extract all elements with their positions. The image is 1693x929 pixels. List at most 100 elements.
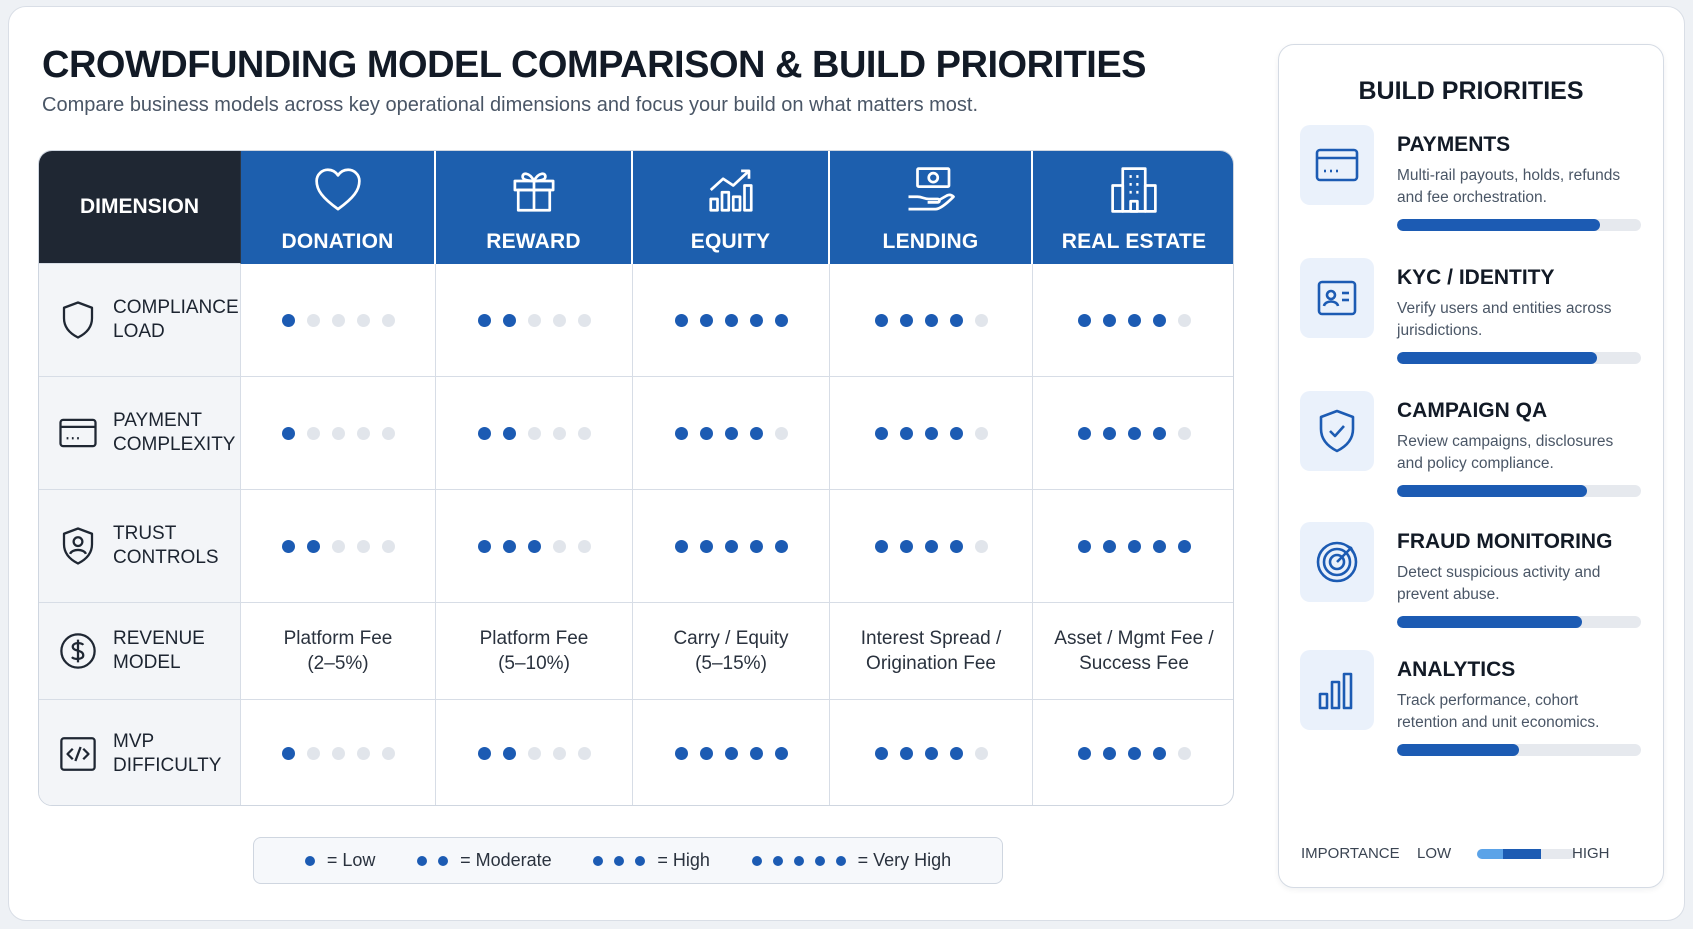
rating-dot-empty: [577, 539, 591, 553]
rating-dot-filled: [874, 747, 888, 760]
target-icon: [1300, 522, 1374, 602]
rating-dot-filled: [749, 426, 763, 440]
importance-bar-fill: [1397, 219, 1600, 231]
user-shield-icon: [57, 525, 113, 567]
rating-dot-filled: [899, 539, 913, 553]
rating-dot-filled: [724, 313, 738, 327]
revenue-text: Asset / Mgmt Fee / Success Fee: [1054, 626, 1213, 676]
revenue-line: (5–10%): [498, 653, 570, 674]
importance-bar-fill: [1397, 616, 1583, 628]
priority-description: Track performance, cohort retention and …: [1397, 692, 1600, 731]
rating-dot-empty: [552, 313, 566, 327]
legend-item: = Moderate: [417, 850, 552, 871]
rating-dots: [674, 313, 788, 327]
dimension-label: PAYMENT COMPLEXITY: [113, 410, 236, 455]
rating-dot-filled: [724, 426, 738, 440]
rating-dots: [1077, 313, 1191, 327]
credit-card-icon: [57, 412, 113, 454]
priority-title: ANALYTICS: [1397, 658, 1516, 681]
rating-dots: [281, 426, 395, 440]
rating-dot-filled: [949, 426, 963, 440]
model-header-real-estate: REAL ESTATE: [1033, 151, 1233, 264]
legend-label: = High: [657, 850, 710, 870]
rating-cell: [830, 700, 1033, 805]
rating-cell: [1033, 264, 1233, 377]
dimension-header: DIMENSION: [39, 151, 241, 264]
heart-icon: [311, 163, 365, 230]
priority-description: Multi-rail payouts, holds, refunds and f…: [1397, 167, 1621, 206]
revenue-text: Platform Fee (2–5%): [284, 626, 393, 676]
importance-bar: [1397, 616, 1641, 628]
rating-dot-filled: [749, 539, 763, 553]
rating-dots: [477, 313, 591, 327]
rating-dot-filled: [674, 539, 688, 553]
rating-dot-filled: [874, 313, 888, 327]
rating-dot-empty: [356, 747, 370, 760]
hand-money-icon: [904, 163, 958, 230]
rating-dot-filled: [1127, 747, 1141, 760]
legend-item: = High: [593, 850, 710, 871]
legend-dot: [772, 855, 783, 866]
rating-dots: [477, 539, 591, 553]
rating-dot-filled: [1077, 426, 1091, 440]
revenue-text: Carry / Equity (5–15%): [673, 626, 788, 676]
rating-cell: [830, 490, 1033, 603]
rating-cell: [436, 700, 633, 805]
legend-item: = Low: [304, 850, 376, 871]
rating-dot-empty: [552, 747, 566, 760]
priority-title: PAYMENTS: [1397, 133, 1511, 156]
priority-analytics: ANALYTICS Track performance, cohort reten…: [1300, 650, 1645, 770]
rating-dot-empty: [381, 539, 395, 553]
credit-card-icon: [1300, 125, 1374, 205]
priority-description: Detect suspicious activity and prevent a…: [1397, 564, 1601, 603]
code-icon: [57, 733, 113, 775]
rating-dot-filled: [1077, 539, 1091, 553]
revenue-line: Success Fee: [1079, 653, 1189, 674]
rating-cell: [1033, 490, 1233, 603]
importance-scale-bar: [1477, 849, 1575, 859]
rating-dots: [477, 426, 591, 440]
rating-dot-filled: [699, 313, 713, 327]
rating-dot-filled: [281, 313, 295, 327]
rating-dot-empty: [381, 747, 395, 760]
rating-dot-empty: [527, 313, 541, 327]
importance-bar-fill: [1397, 485, 1588, 497]
importance-bar: [1397, 744, 1641, 756]
rating-dot-filled: [477, 313, 491, 327]
rating-dots: [1077, 426, 1191, 440]
rating-dot-empty: [974, 747, 988, 760]
rating-dots: [874, 747, 988, 760]
rating-dot-filled: [1102, 747, 1116, 760]
rating-dot-filled: [774, 313, 788, 327]
priority-title: CAMPAIGN QA: [1397, 399, 1548, 422]
rating-dot-filled: [1152, 539, 1166, 553]
rating-dot-empty: [774, 426, 788, 440]
revenue-line: Platform Fee: [479, 628, 589, 649]
revenue-line: Interest Spread /: [860, 628, 1002, 649]
importance-bar-fill: [1397, 744, 1519, 756]
dimension-payment-complexity: PAYMENT COMPLEXITY: [39, 377, 241, 490]
rating-dot-empty: [306, 747, 320, 760]
legend-label: = Low: [326, 850, 376, 870]
rating-dots: [874, 539, 988, 553]
rating-dot-empty: [1177, 747, 1191, 760]
importance-bar: [1397, 219, 1641, 231]
rating-dot-filled: [1127, 426, 1141, 440]
importance-label: IMPORTANCE: [1301, 845, 1400, 862]
importance-scale: IMPORTANCE LOW HIGH: [1279, 843, 1663, 867]
comparison-grid: DIMENSION DONATION REWARD EQUITY LENDING REA…: [39, 151, 1233, 805]
rating-dot-empty: [331, 747, 345, 760]
rating-dot-empty: [974, 426, 988, 440]
rating-dot-filled: [1102, 313, 1116, 327]
building-icon: [1107, 163, 1161, 230]
model-label: REWARD: [486, 230, 581, 253]
rating-dot-filled: [749, 313, 763, 327]
dimension-mvp-difficulty: MVP DIFFICULTY: [39, 700, 241, 805]
revenue-line: Platform Fee: [283, 628, 393, 649]
priority-description: Review campaigns, disclosures and policy…: [1397, 433, 1614, 472]
rating-dot-filled: [306, 539, 320, 553]
rating-cell: [1033, 700, 1233, 805]
revenue-line: (5–15%): [695, 653, 767, 674]
rating-dot-filled: [699, 539, 713, 553]
rating-cell: [633, 700, 830, 805]
